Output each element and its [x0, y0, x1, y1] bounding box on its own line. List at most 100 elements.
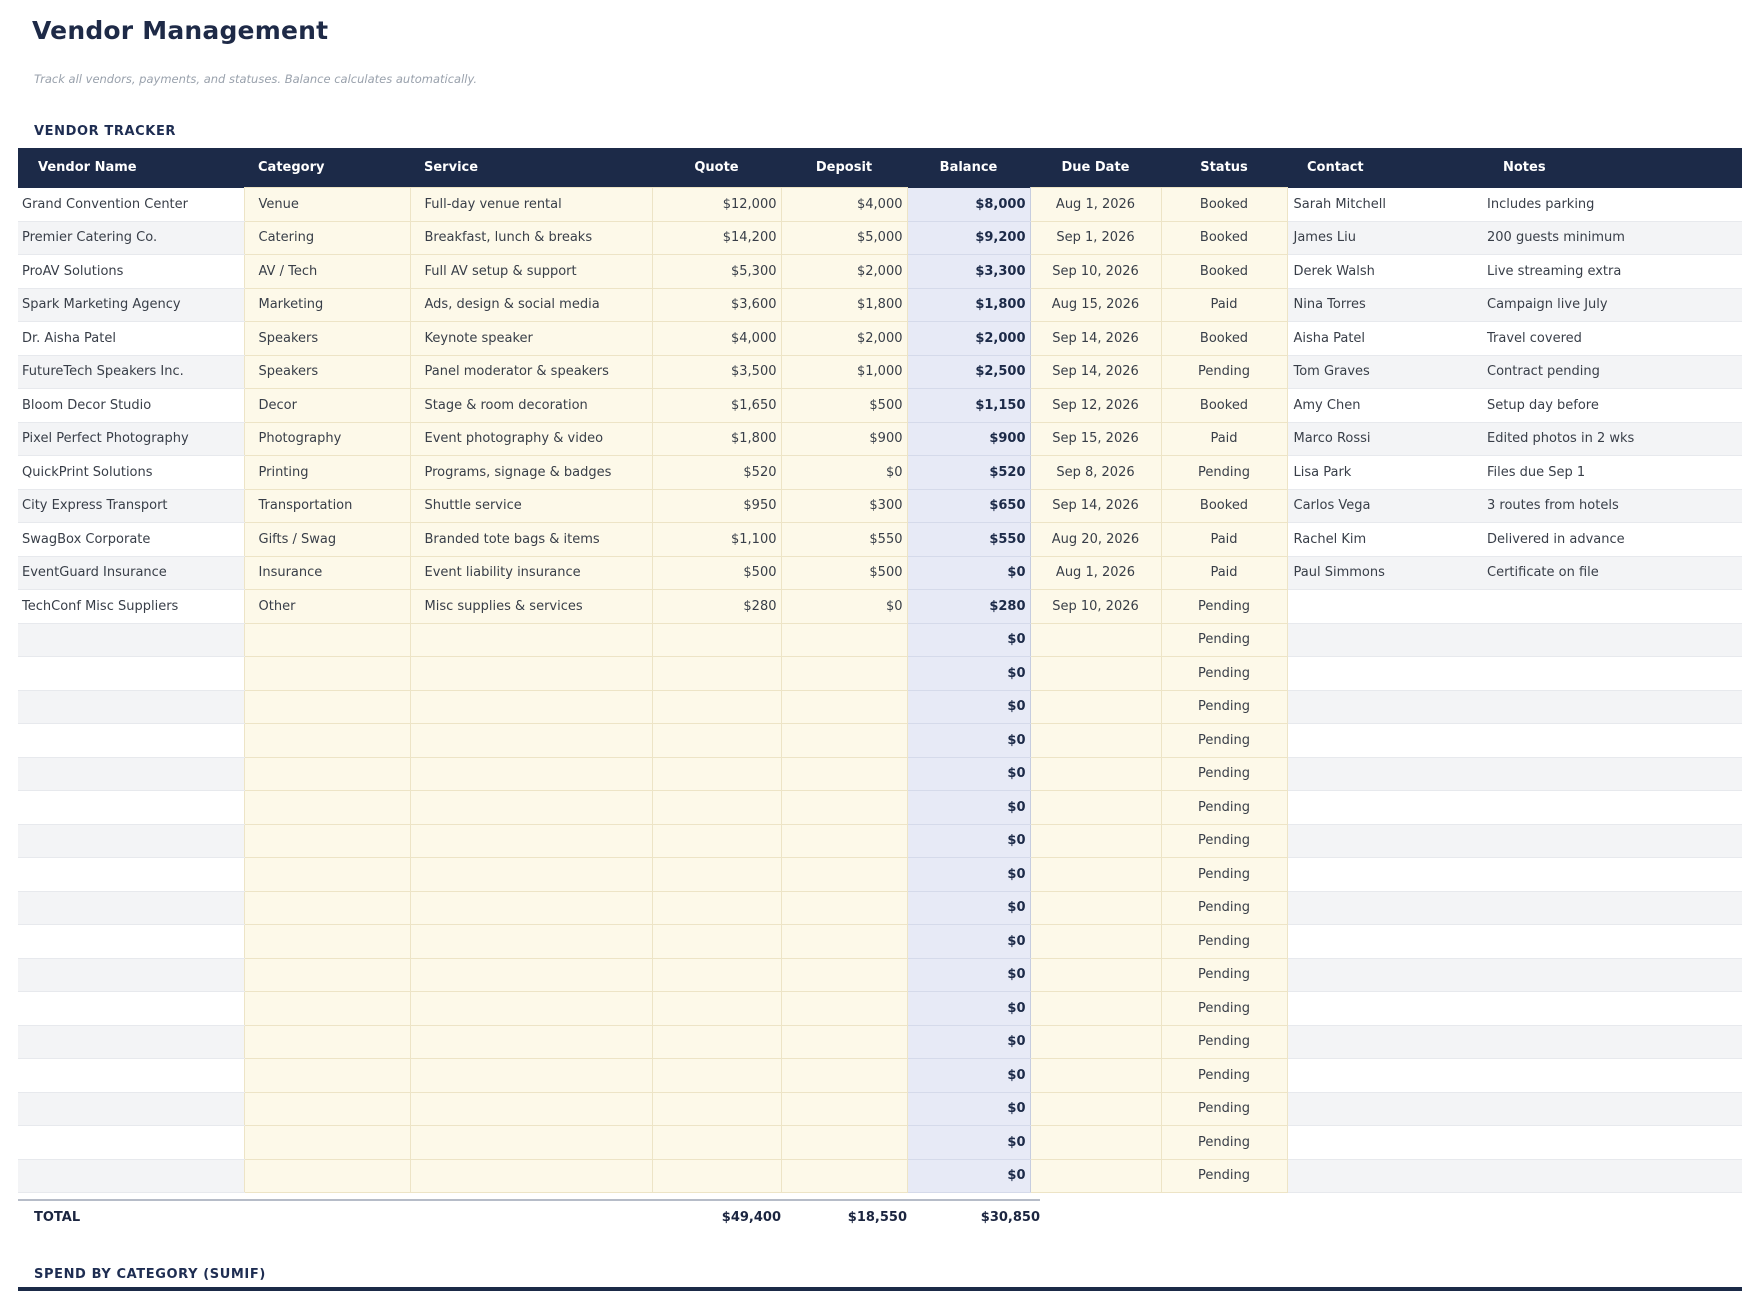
cell-vendor-name: QuickPrint Solutions — [18, 455, 244, 490]
cell-contact: Tom Graves — [1287, 355, 1481, 389]
cell-due-date — [1029, 857, 1162, 892]
cell-vendor-name: Premier Catering Co. — [18, 221, 244, 255]
cell-status: Pending — [1160, 890, 1288, 925]
cell-vendor-name: Pixel Perfect Photography — [18, 422, 244, 456]
empty-table-row: $0 Pending — [18, 957, 1742, 992]
page-title: Vendor Management — [32, 16, 329, 45]
cell-balance: $1,800 — [906, 288, 1031, 322]
cell-vendor-name: Bloom Decor Studio — [18, 388, 244, 423]
cell-balance: $0 — [906, 757, 1031, 791]
cell-deposit — [780, 756, 908, 791]
cell-contact — [1287, 824, 1481, 858]
empty-table-row: $0 Pending — [18, 723, 1742, 758]
cell-balance: $0 — [906, 790, 1031, 825]
cell-deposit: $1,800 — [780, 287, 908, 322]
cell-service — [409, 991, 653, 1026]
cell-category — [243, 723, 411, 758]
cell-status: Pending — [1160, 455, 1288, 490]
cell-balance: $0 — [906, 924, 1031, 959]
cell-contact — [1287, 958, 1481, 992]
cell-deposit — [780, 857, 908, 892]
cell-vendor-name — [18, 656, 244, 691]
cell-category — [243, 991, 411, 1026]
cell-balance: $0 — [906, 857, 1031, 892]
cell-due-date: Sep 15, 2026 — [1029, 421, 1162, 456]
cell-due-date: Sep 10, 2026 — [1029, 254, 1162, 289]
cell-vendor-name — [18, 690, 244, 724]
cell-status: Pending — [1160, 622, 1288, 657]
cell-due-date — [1029, 890, 1162, 925]
cell-status: Pending — [1160, 991, 1288, 1026]
cell-notes — [1481, 690, 1742, 724]
cell-balance: $0 — [906, 723, 1031, 758]
cell-due-date: Aug 15, 2026 — [1029, 287, 1162, 322]
cell-category — [243, 1125, 411, 1160]
cell-quote — [651, 723, 782, 758]
empty-table-row: $0 Pending — [18, 924, 1742, 959]
column-header-deposit: Deposit — [781, 148, 907, 188]
cell-category — [243, 1058, 411, 1093]
cell-quote: $5,300 — [651, 254, 782, 289]
cell-category: Catering — [243, 220, 411, 255]
vendor-tracker-table: Vendor Name Category Service Quote Deposit Ba… — [18, 148, 1742, 1193]
cell-notes: Edited photos in 2 wks — [1481, 422, 1742, 456]
section-spend-by-category-title: SPEND BY CATEGORY (SUMIF) — [34, 1267, 266, 1282]
cell-notes — [1481, 723, 1742, 758]
cell-notes — [1481, 1058, 1742, 1093]
cell-quote — [651, 790, 782, 825]
cell-contact: Sarah Mitchell — [1287, 187, 1481, 222]
cell-service — [409, 723, 653, 758]
cell-quote: $1,800 — [651, 421, 782, 456]
cell-notes — [1481, 589, 1742, 624]
cell-service — [409, 823, 653, 858]
cell-balance: $0 — [906, 623, 1031, 657]
cell-category: Decor — [243, 388, 411, 423]
cell-balance: $0 — [906, 991, 1031, 1026]
empty-table-row: $0 Pending — [18, 857, 1742, 892]
cell-vendor-name — [18, 757, 244, 791]
cell-service — [409, 1158, 653, 1193]
cell-quote: $520 — [651, 455, 782, 490]
cell-quote — [651, 957, 782, 992]
cell-deposit — [780, 1024, 908, 1059]
cell-category — [243, 1091, 411, 1126]
cell-balance: $2,500 — [906, 355, 1031, 389]
cell-contact — [1287, 690, 1481, 724]
cell-balance: $0 — [906, 1025, 1031, 1059]
cell-contact: Carlos Vega — [1287, 489, 1481, 523]
cell-due-date — [1029, 1158, 1162, 1193]
cell-category: Photography — [243, 421, 411, 456]
cell-status: Pending — [1160, 957, 1288, 992]
cell-balance: $0 — [906, 556, 1031, 590]
cell-quote — [651, 857, 782, 892]
table-header-row: Vendor Name Category Service Quote Deposit Ba… — [18, 148, 1742, 188]
cell-service — [409, 890, 653, 925]
cell-balance: $0 — [906, 891, 1031, 925]
cell-service — [409, 790, 653, 825]
cell-contact — [1287, 1159, 1481, 1193]
cell-due-date — [1029, 790, 1162, 825]
cell-service — [409, 1125, 653, 1160]
cell-deposit: $500 — [780, 388, 908, 423]
cell-service: Event liability insurance — [409, 555, 653, 590]
cell-service: Branded tote bags & items — [409, 522, 653, 557]
cell-contact: Paul Simmons — [1287, 556, 1481, 590]
cell-deposit — [780, 1058, 908, 1093]
cell-service — [409, 1058, 653, 1093]
cell-notes — [1481, 757, 1742, 791]
cell-contact — [1287, 656, 1481, 691]
cell-notes — [1481, 891, 1742, 925]
cell-contact: James Liu — [1287, 221, 1481, 255]
cell-due-date: Sep 14, 2026 — [1029, 488, 1162, 523]
cell-category — [243, 890, 411, 925]
cell-category — [243, 857, 411, 892]
cell-deposit — [780, 890, 908, 925]
cell-notes: Files due Sep 1 — [1481, 455, 1742, 490]
cell-status: Pending — [1160, 756, 1288, 791]
empty-table-row: $0 Pending — [18, 790, 1742, 825]
cell-quote: $12,000 — [651, 187, 782, 222]
total-deposit: $18,550 — [847, 1210, 907, 1225]
cell-quote — [651, 622, 782, 657]
cell-quote — [651, 1024, 782, 1059]
table-row: Pixel Perfect Photography Photography Even… — [18, 421, 1742, 456]
